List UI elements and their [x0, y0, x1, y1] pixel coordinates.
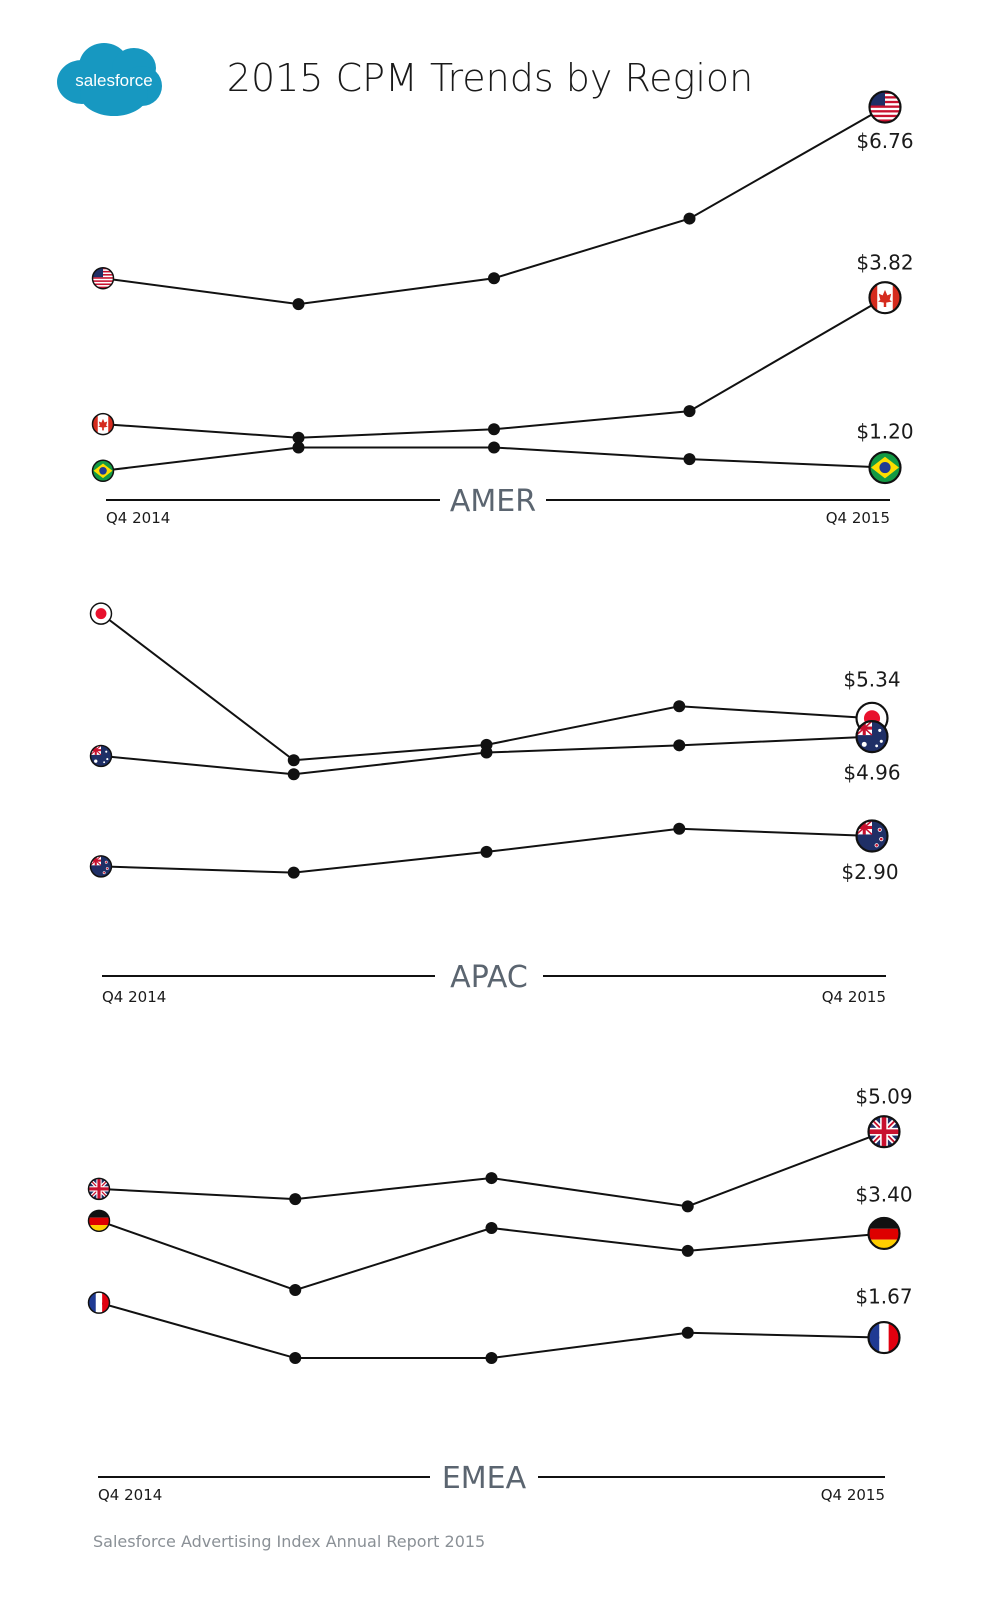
emea-uk-point	[485, 1172, 498, 1185]
us-flag-start-icon	[91, 266, 115, 290]
brazil-flag-start-icon	[91, 459, 115, 483]
amer-us-point	[488, 272, 500, 285]
apac-japan-series-line	[100, 612, 873, 762]
amer-canada-point	[292, 431, 305, 444]
emea-uk-point	[289, 1193, 302, 1206]
footer-source: Salesforce Advertising Index Annual Repo…	[93, 1532, 485, 1551]
emea-france-point	[289, 1352, 302, 1365]
page-title: 2015 CPM Trends by Region	[227, 56, 753, 100]
amer-brazil-value-label: $1.20	[856, 420, 913, 444]
salesforce-logo: salesforce	[57, 43, 162, 116]
amer-x-end-label: Q4 2015	[826, 509, 890, 527]
amer-canada-point	[488, 423, 500, 436]
emea-germany-point	[289, 1284, 302, 1297]
amer-region-label: AMER	[450, 484, 536, 519]
amer-brazil-point	[683, 453, 696, 466]
new-zealand-flag-start-icon	[89, 855, 113, 878]
amer-panel: AMER Q4 2014 Q4 2015 $6.76 $3.82 $1.20	[91, 90, 914, 527]
apac-australia-point	[673, 739, 686, 752]
new-zealand-flag-end-icon	[855, 819, 889, 853]
apac-japan-point	[673, 700, 686, 713]
germany-flag-end-icon	[867, 1216, 901, 1251]
emea-x-start-label: Q4 2014	[98, 1486, 162, 1504]
emea-germany-value-label: $3.40	[855, 1182, 912, 1206]
emea-uk-series-line	[98, 1130, 885, 1208]
apac-australia-point	[480, 746, 493, 759]
canada-flag-end-icon	[868, 281, 902, 315]
amer-canada-series-line	[102, 296, 886, 439]
apac-japan-value-label: $5.34	[843, 667, 900, 691]
amer-us-point	[683, 212, 696, 225]
emea-uk-value-label: $5.09	[855, 1085, 912, 1109]
emea-panel: EMEA Q4 2014 Q4 2015 $5.09 $3.40 $1.67	[87, 1085, 913, 1504]
canada-flag-start-icon	[91, 412, 115, 436]
apac-australia-point	[287, 768, 300, 781]
emea-germany-point	[485, 1222, 498, 1235]
emea-region-label: EMEA	[442, 1461, 527, 1496]
amer-us-value-label: $6.76	[856, 129, 913, 153]
uk-flag-start-icon	[87, 1177, 111, 1201]
australia-flag-end-icon	[855, 720, 889, 754]
apac-australia-value-label: $4.96	[843, 761, 900, 785]
uk-flag-end-icon	[867, 1115, 901, 1149]
emea-uk-point	[681, 1200, 694, 1213]
apac-new-zealand-point	[287, 866, 300, 879]
amer-brazil-point	[488, 441, 500, 454]
amer-us-point	[292, 298, 305, 311]
apac-panel: APAC Q4 2014 Q4 2015 $5.34 $4.96 $2.90	[89, 602, 901, 1006]
emea-france-series-line	[98, 1301, 885, 1360]
apac-x-end-label: Q4 2015	[822, 988, 886, 1006]
amer-canada-point	[683, 405, 696, 418]
amer-canada-value-label: $3.82	[856, 251, 913, 275]
apac-region-label: APAC	[450, 960, 528, 995]
emea-france-value-label: $1.67	[855, 1285, 912, 1309]
brazil-flag-end-icon	[868, 450, 902, 485]
apac-new-zealand-point	[673, 822, 686, 835]
apac-japan-point	[287, 754, 300, 767]
us-flag-end-icon	[868, 90, 902, 124]
france-flag-start-icon	[87, 1291, 111, 1314]
apac-x-start-label: Q4 2014	[102, 988, 166, 1006]
germany-flag-start-icon	[87, 1209, 111, 1233]
amer-brazil-point	[292, 441, 305, 454]
france-flag-end-icon	[867, 1320, 901, 1355]
emea-france-point	[681, 1326, 694, 1339]
australia-flag-start-icon	[89, 744, 113, 768]
logo-text: salesforce	[75, 71, 152, 90]
emea-france-point	[485, 1352, 498, 1365]
apac-new-zealand-value-label: $2.90	[841, 860, 898, 884]
emea-x-end-label: Q4 2015	[821, 1486, 885, 1504]
emea-germany-point	[681, 1244, 694, 1257]
apac-new-zealand-point	[480, 845, 493, 858]
amer-x-start-label: Q4 2014	[106, 509, 170, 527]
japan-flag-start-icon	[89, 602, 113, 625]
